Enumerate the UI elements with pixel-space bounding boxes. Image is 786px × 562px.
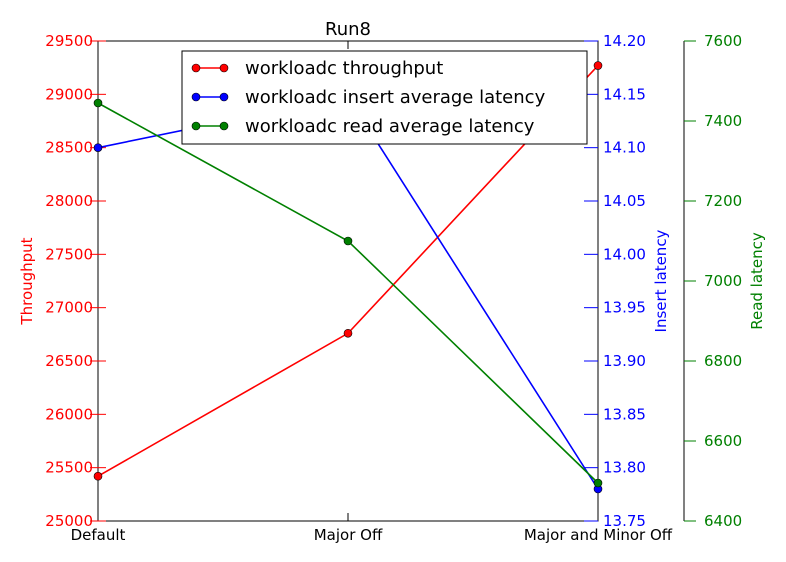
y-right-outer-axis-label: Read latency — [748, 232, 766, 330]
series-1-point-0 — [93, 143, 103, 152]
y-right-outer-tick-label: 7400 — [704, 112, 742, 130]
legend-marker-1 — [191, 92, 201, 102]
y-right-inner-tick-label: 13.95 — [603, 299, 646, 317]
x-tick-label: Major and Minor Off — [524, 526, 673, 544]
y-right-outer-tick-label: 7000 — [704, 272, 742, 290]
legend-marker-0 — [219, 63, 229, 73]
legend-marker-1 — [219, 92, 229, 102]
series-2-point-1 — [343, 236, 353, 246]
y-right-inner-tick-label: 14.00 — [603, 245, 646, 263]
series-2-point-2 — [593, 478, 603, 488]
chart-title: Run8 — [325, 19, 371, 40]
legend-marker-2 — [191, 121, 201, 131]
y-left-tick-label: 28000 — [45, 192, 93, 210]
legend-label-0: workloadc throughput — [245, 58, 443, 79]
y-right-inner-tick-label: 14.15 — [603, 85, 646, 103]
y-left-tick-label: 25500 — [45, 459, 93, 477]
legend-label-1: workloadc insert average latency — [245, 87, 546, 108]
y-right-inner-tick-label: 13.90 — [603, 352, 646, 370]
y-left-tick-label: 27000 — [45, 299, 93, 317]
legend-box — [181, 50, 588, 145]
series-2-point-0 — [93, 98, 103, 108]
y-left-axis-label: Throughput — [18, 237, 36, 325]
y-right-inner-tick-label: 14.20 — [603, 32, 646, 50]
y-right-outer-tick-label: 6800 — [704, 352, 742, 370]
series-0-point-0 — [93, 471, 103, 481]
y-left-tick-label: 27500 — [45, 245, 93, 263]
y-right-inner-axis-label: Insert latency — [652, 229, 670, 332]
series-0-point-1 — [343, 328, 353, 338]
y-right-outer-tick-label: 7200 — [704, 192, 742, 210]
legend-marker-2 — [219, 121, 229, 131]
y-right-outer-tick-label: 7600 — [704, 32, 742, 50]
y-right-outer-tick-label: 6600 — [704, 432, 742, 450]
y-right-inner-tick-label: 13.80 — [603, 459, 646, 477]
y-left-tick-label: 26500 — [45, 352, 93, 370]
y-right-inner-tick-label: 14.10 — [603, 139, 646, 157]
x-tick-label: Major Off — [314, 526, 383, 544]
y-right-inner-tick-label: 13.75 — [603, 512, 646, 530]
y-left-tick-label: 28500 — [45, 139, 93, 157]
legend-marker-0 — [191, 63, 201, 73]
y-left-tick-label: 25000 — [45, 512, 93, 530]
y-right-inner-tick-label: 13.85 — [603, 405, 646, 423]
y-left-tick-label: 29500 — [45, 32, 93, 50]
legend-label-2: workloadc read average latency — [245, 116, 535, 137]
y-left-tick-label: 29000 — [45, 85, 93, 103]
y-right-inner-tick-label: 14.05 — [603, 192, 646, 210]
series-0-point-2 — [593, 61, 603, 70]
x-tick-label: Default — [71, 526, 126, 544]
y-right-outer-tick-label: 6400 — [704, 512, 742, 530]
y-left-tick-label: 26000 — [45, 405, 93, 423]
